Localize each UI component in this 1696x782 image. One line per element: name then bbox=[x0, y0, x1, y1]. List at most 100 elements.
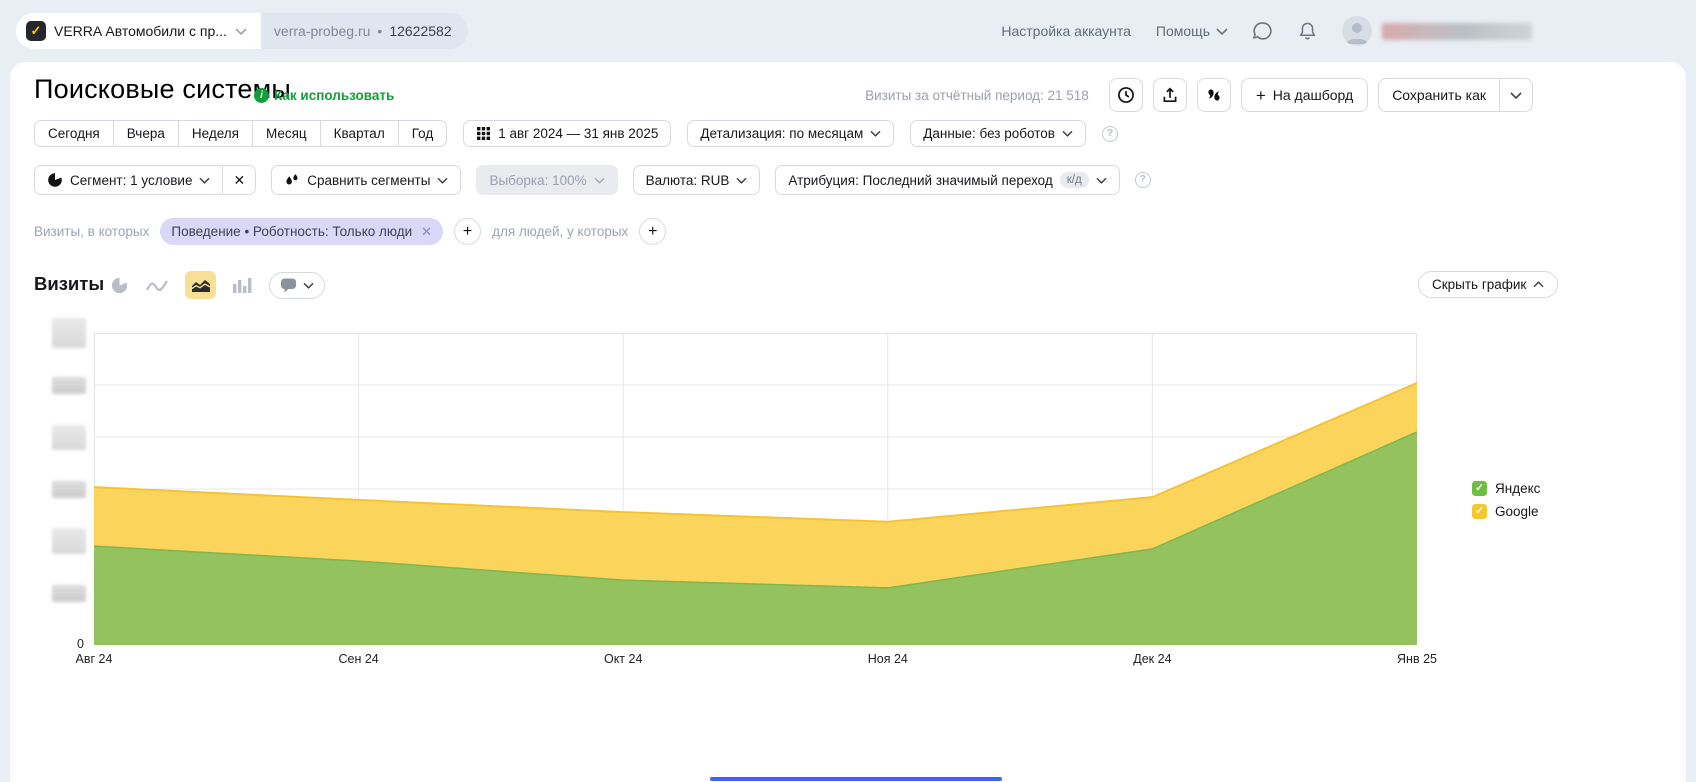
chip-close-icon[interactable]: ✕ bbox=[421, 223, 433, 239]
chevron-down-icon bbox=[870, 130, 881, 137]
drops-compare-icon bbox=[286, 173, 298, 185]
attribution-label: Атрибуция: Последний значимый переход bbox=[788, 172, 1053, 188]
segment-chip-label: Поведение • Роботность: Только люди bbox=[171, 224, 413, 239]
chevron-down-icon bbox=[1062, 130, 1073, 137]
save-as-button[interactable]: Сохранить как bbox=[1379, 79, 1499, 111]
visits-period-summary: Визиты за отчётный период: 21 518 bbox=[865, 87, 1089, 103]
chevron-down-icon bbox=[199, 177, 211, 184]
clock-icon bbox=[1117, 87, 1134, 103]
period-tab-4[interactable]: Месяц bbox=[251, 121, 320, 146]
legend-item[interactable]: ✓ Google bbox=[1472, 504, 1540, 519]
sampling-dropdown[interactable]: Выборка: 100% bbox=[476, 165, 618, 195]
segment-split-button: Сегмент: 1 условие ✕ bbox=[34, 165, 257, 195]
period-tab-1[interactable]: Сегодня bbox=[48, 126, 100, 141]
filter-row-periods: Сегодня Вчера Неделя Месяц Квартал Год 1 авг … bbox=[34, 120, 1118, 147]
x-axis-label: Янв 25 bbox=[1397, 652, 1437, 666]
horizontal-scrollbar-thumb[interactable] bbox=[710, 777, 1002, 781]
annotations-button[interactable] bbox=[1196, 78, 1231, 112]
redacted-username bbox=[1382, 22, 1532, 40]
redacted-y-tick bbox=[52, 424, 86, 450]
period-tab-6[interactable]: Год bbox=[397, 121, 446, 146]
pie-segment-icon bbox=[48, 172, 62, 187]
topbar: ✓ VERRA Автомобили с пр... verra-probeg.… bbox=[0, 0, 1696, 62]
compare-segments-dropdown[interactable]: Сравнить сегменты bbox=[271, 165, 462, 195]
visits-area-chart[interactable] bbox=[94, 333, 1417, 645]
calendar-grid-icon bbox=[477, 127, 491, 140]
legend-checkbox[interactable]: ✓ bbox=[1472, 481, 1487, 496]
chevron-down-icon bbox=[437, 177, 449, 184]
hide-chart-button[interactable]: Скрыть график bbox=[1418, 271, 1559, 298]
chevron-down-icon bbox=[303, 282, 314, 289]
plus-icon: + bbox=[648, 222, 658, 240]
segment-chip[interactable]: Поведение • Роботность: Только люди ✕ bbox=[160, 218, 444, 245]
report-history-button[interactable] bbox=[1108, 78, 1143, 112]
date-range-button[interactable]: 1 авг 2024 — 31 янв 2025 bbox=[463, 120, 672, 147]
chevron-down-icon bbox=[1096, 177, 1107, 184]
currency-dropdown[interactable]: Валюта: RUB bbox=[632, 165, 761, 195]
bar-chart-icon bbox=[233, 277, 252, 293]
filter-row-segments: Сегмент: 1 условие ✕ Сравнить сегменты В… bbox=[34, 165, 1151, 195]
chart-type-line[interactable] bbox=[146, 278, 168, 293]
chart-type-bar[interactable] bbox=[233, 277, 252, 293]
chat-button[interactable] bbox=[1253, 21, 1273, 41]
chart-legend: ✓ Яндекс ✓ Google bbox=[1472, 481, 1540, 527]
period-tab-3[interactable]: Неделя bbox=[177, 121, 252, 146]
export-button[interactable] bbox=[1152, 78, 1187, 112]
data-mode-dropdown[interactable]: Данные: без роботов bbox=[910, 120, 1086, 147]
compare-segments-label: Сравнить сегменты bbox=[307, 172, 431, 188]
chat-icon bbox=[1253, 22, 1272, 40]
add-to-dashboard-button[interactable]: + На дашборд bbox=[1240, 78, 1369, 112]
y-axis-origin-label: 0 bbox=[77, 637, 84, 651]
period-tab-2[interactable]: Вчера bbox=[112, 121, 178, 146]
chart-canvas bbox=[94, 333, 1417, 645]
add-visit-condition-button[interactable]: + bbox=[454, 218, 482, 245]
segment-dropdown[interactable]: Сегмент: 1 условие bbox=[35, 166, 222, 194]
help-menu[interactable]: Помощь bbox=[1156, 23, 1228, 39]
avatar[interactable] bbox=[1342, 16, 1372, 46]
account-settings-link[interactable]: Настройка аккаунта bbox=[1001, 23, 1131, 39]
segment-conditions-bar: Визиты, в которых Поведение • Роботность… bbox=[34, 218, 667, 245]
user-account bbox=[1342, 16, 1532, 46]
how-to-use-link[interactable]: i Как использовать bbox=[254, 88, 394, 103]
counter-id-section[interactable]: verra-probeg.ru • 12622582 bbox=[260, 13, 468, 49]
legend-item[interactable]: ✓ Яндекс bbox=[1472, 481, 1540, 496]
bell-icon bbox=[1299, 22, 1316, 40]
redacted-y-tick bbox=[52, 376, 86, 394]
people-condition-label: для людей, у которых bbox=[492, 224, 629, 239]
period-tab-5[interactable]: Квартал bbox=[319, 121, 398, 146]
save-as-split-button: Сохранить как bbox=[1378, 78, 1533, 112]
counter-domain: verra-probeg.ru bbox=[273, 23, 371, 39]
chart-type-area[interactable] bbox=[185, 271, 216, 299]
chevron-down-icon bbox=[736, 177, 748, 184]
report-card: Поисковые системы i Как использовать Виз… bbox=[10, 62, 1686, 782]
metric-title: Визиты bbox=[34, 273, 105, 294]
attribution-dropdown[interactable]: Атрибуция: Последний значимый переход к/… bbox=[775, 165, 1120, 195]
chart-type-pie[interactable] bbox=[110, 276, 129, 295]
close-icon: ✕ bbox=[233, 171, 246, 188]
help-label: Помощь bbox=[1155, 23, 1210, 39]
notifications-button[interactable] bbox=[1298, 21, 1317, 41]
chart-type-switcher bbox=[110, 271, 325, 299]
segment-label: Сегмент: 1 условие bbox=[70, 172, 193, 188]
metrica-logo-icon: ✓ bbox=[26, 21, 46, 41]
redacted-y-tick bbox=[52, 528, 86, 554]
comment-bubble-icon bbox=[281, 278, 296, 293]
segment-clear-button[interactable]: ✕ bbox=[222, 166, 255, 194]
add-people-condition-button[interactable]: + bbox=[639, 218, 667, 245]
granularity-dropdown[interactable]: Детализация: по месяцам bbox=[687, 120, 895, 147]
dashboard-label: На дашборд bbox=[1272, 87, 1354, 103]
header-actions: Визиты за отчётный период: 21 518 bbox=[865, 78, 1533, 112]
counter-id: 12622582 bbox=[389, 23, 452, 39]
legend-checkbox[interactable]: ✓ bbox=[1472, 504, 1487, 519]
save-as-menu-button[interactable] bbox=[1499, 79, 1532, 111]
x-axis-label: Дек 24 bbox=[1133, 652, 1172, 666]
x-axis-label: Сен 24 bbox=[338, 652, 379, 666]
x-axis-label: Авг 24 bbox=[75, 652, 113, 666]
help-circle-icon[interactable]: ? bbox=[1134, 172, 1151, 188]
plus-icon: + bbox=[462, 222, 473, 240]
data-mode-label: Данные: без роботов bbox=[923, 126, 1055, 141]
chart-annotations-dropdown[interactable] bbox=[269, 271, 325, 299]
counter-dropdown[interactable]: ✓ VERRA Автомобили с пр... bbox=[16, 13, 261, 49]
help-circle-icon[interactable]: ? bbox=[1101, 125, 1118, 142]
counter-picker: ✓ VERRA Автомобили с пр... verra-probeg.… bbox=[16, 13, 468, 49]
